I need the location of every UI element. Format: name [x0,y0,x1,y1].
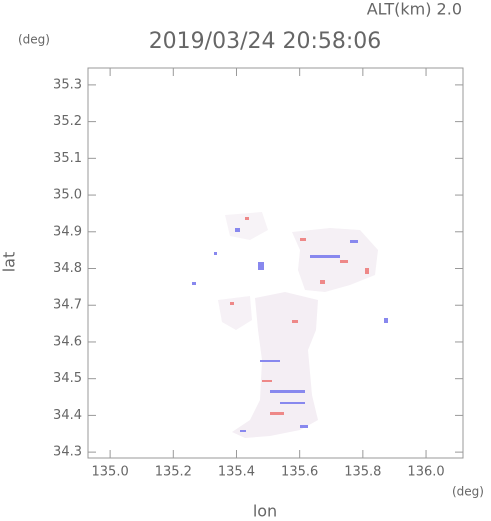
x-tick-label: 136.0 [407,465,444,480]
y-tick-label: 35.2 [53,114,82,129]
x-unit: (deg) [452,485,484,499]
y-tick-label: 34.7 [53,298,82,313]
y-tick-label: 34.9 [53,224,82,239]
y-tick-label: 34.5 [53,371,82,386]
y-tick-label: 34.6 [53,334,82,349]
y-tick-label: 35.1 [53,151,82,166]
y-tick-label: 34.4 [53,408,82,423]
x-tick-label: 135.6 [281,465,318,480]
y-tick-label: 35.3 [53,77,82,92]
x-tick-label: 135.0 [92,465,129,480]
y-tick-label: 35.0 [53,188,82,203]
plot-frame [87,67,464,459]
x-tick-label: 135.8 [344,465,381,480]
y-unit: (deg) [18,33,50,47]
altitude: ALT(km) 2.0 [367,0,462,19]
y-tick-label: 34.3 [53,445,82,460]
y-tick-label: 34.8 [53,261,82,276]
y-axis-label: lat [0,252,19,273]
x-tick-label: 135.2 [155,465,192,480]
radar-echo [192,212,388,438]
x-axis-label: lon [253,502,277,521]
x-tick-label: 135.4 [218,465,255,480]
timestamp: 2019/03/24 20:58:06 [149,29,382,54]
